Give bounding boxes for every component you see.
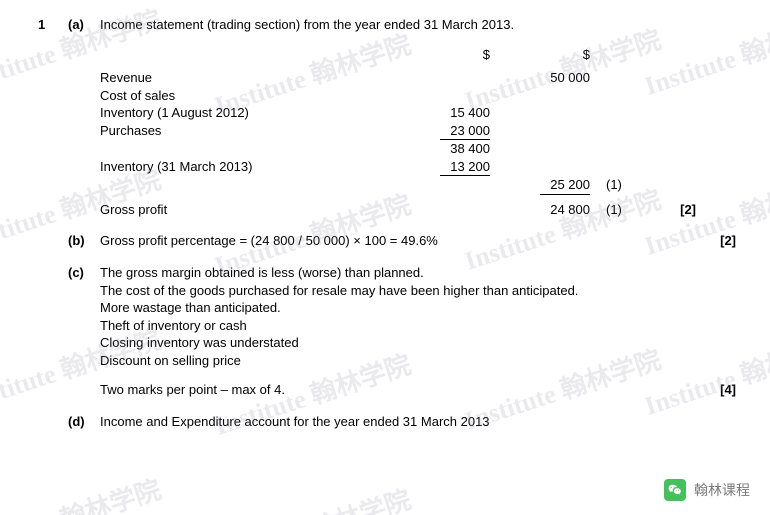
cell-label: Inventory (31 March 2013): [100, 158, 400, 177]
table-row: Purchases 23 000: [100, 122, 700, 141]
cell-c1: 13 200: [440, 158, 490, 177]
footer-brand-text: 翰林课程: [694, 480, 750, 500]
table-row: Gross profit 24 800 (1) [2]: [100, 201, 700, 219]
part-c-line: Discount on selling price: [100, 352, 676, 370]
cell-label: Purchases: [100, 122, 400, 141]
table-row: 38 400: [100, 140, 700, 158]
cell-label: Inventory (1 August 2012): [100, 104, 400, 122]
cell-c2: 24 800: [500, 201, 600, 219]
cell-label: Gross profit: [100, 201, 400, 219]
table-row: 25 200 (1): [100, 176, 700, 195]
part-c-line: The gross margin obtained is less (worse…: [100, 264, 676, 282]
cell-c1: 23 000: [440, 122, 490, 141]
part-a-marks: [2]: [656, 201, 696, 219]
part-c-marks: [4]: [676, 381, 742, 399]
part-b-row: (b) Gross profit percentage = (24 800 / …: [38, 232, 742, 250]
exam-page: Institute 翰林学院 Institute 翰林学院 Institute …: [0, 0, 770, 515]
footer-brand: 翰林课程: [664, 479, 750, 501]
cell-c2: 25 200: [540, 176, 590, 195]
part-c-row: (c) The gross margin obtained is less (w…: [38, 264, 742, 399]
part-a-heading-row: 1 (a) Income statement (trading section)…: [38, 16, 742, 34]
part-b-marks: [2]: [676, 232, 742, 250]
cell-mark: (1): [600, 201, 656, 219]
part-d-label: (d): [68, 413, 100, 431]
table-row: Inventory (31 March 2013) 13 200: [100, 158, 700, 177]
table-row: Inventory (1 August 2012) 15 400: [100, 104, 700, 122]
part-c-line: More wastage than anticipated.: [100, 299, 676, 317]
part-c-line: Theft of inventory or cash: [100, 317, 676, 335]
watermark: Institute 翰林学院: [0, 469, 165, 515]
part-c-label: (c): [68, 264, 100, 282]
col-header-2: $: [500, 46, 600, 64]
part-c-body: The gross margin obtained is less (worse…: [100, 264, 676, 399]
cell-c2: 50 000: [500, 69, 600, 87]
question-number: 1: [38, 16, 68, 34]
part-b-label: (b): [68, 232, 100, 250]
part-a-title: Income statement (trading section) from …: [100, 16, 676, 34]
part-d-text: Income and Expenditure account for the y…: [100, 413, 676, 431]
table-row: Revenue 50 000: [100, 69, 700, 87]
part-d-row: (d) Income and Expenditure account for t…: [38, 413, 742, 431]
part-b-text: Gross profit percentage = (24 800 / 50 0…: [100, 232, 676, 250]
part-c-footer: Two marks per point – max of 4.: [100, 381, 676, 399]
cell-c1: 15 400: [400, 104, 500, 122]
part-a-label: (a): [68, 16, 100, 34]
cell-label: Cost of sales: [100, 87, 400, 105]
part-c-line: Closing inventory was understated: [100, 334, 676, 352]
table-header-row: $ $: [100, 46, 700, 64]
watermark: Institute 翰林学院: [209, 479, 415, 515]
cell-mark: (1): [600, 176, 656, 195]
wechat-icon: [664, 479, 686, 501]
cell-c1: [400, 69, 500, 87]
table-row: Cost of sales: [100, 87, 700, 105]
cell-label: Revenue: [100, 69, 400, 87]
income-statement-table: $ $ Revenue 50 000 Cost of sales Invento…: [100, 46, 700, 219]
col-header-1: $: [400, 46, 500, 64]
cell-c1: 38 400: [400, 140, 500, 158]
part-c-line: The cost of the goods purchased for resa…: [100, 282, 676, 300]
